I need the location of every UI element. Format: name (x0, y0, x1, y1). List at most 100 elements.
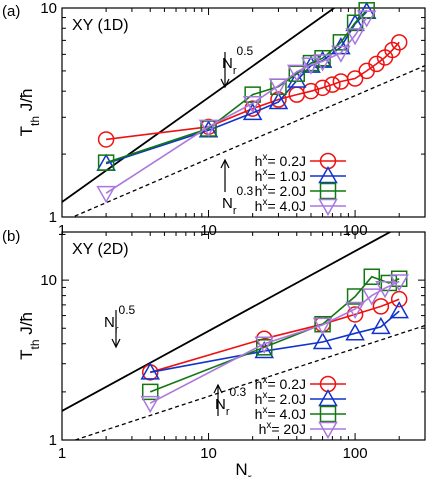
annotation-lo-arrowhead (220, 158, 230, 169)
power-law-line-0.3 (73, 324, 425, 440)
legend-entry: hx= 2.0J (255, 182, 306, 199)
series-4.0J (96, 10, 377, 204)
data-point (97, 131, 115, 148)
plot-frame (61, 7, 426, 218)
data-point (345, 28, 365, 46)
legend-marker (318, 388, 338, 407)
legend-entry: hx= 4.0J (255, 405, 306, 422)
series-1.0J (96, 1, 377, 171)
data-point (345, 323, 365, 341)
annotation-hi-label: Nr0.5 (222, 44, 254, 77)
series-line (105, 11, 368, 165)
x-tick-label: 10 (200, 222, 217, 239)
data-point (140, 395, 161, 414)
data-point (198, 119, 219, 137)
data-point (389, 274, 409, 292)
x-tick-label: 10 (200, 445, 217, 462)
legend-entry: hx= 20J (259, 420, 306, 437)
legend-marker (318, 165, 338, 184)
series-line (149, 280, 400, 404)
data-point (242, 102, 263, 121)
y-tick-label: 1 (49, 209, 57, 226)
data-point (96, 153, 116, 171)
power-law-line-0.3 (71, 65, 425, 217)
data-point (368, 55, 385, 73)
series-line (149, 298, 400, 374)
data-point (363, 268, 381, 285)
legend-marker (318, 421, 338, 440)
legend-entry: hx= 1.0J (255, 167, 306, 184)
data-point (331, 45, 351, 63)
data-point (97, 154, 115, 171)
x-tick-label: 100 (343, 445, 368, 462)
series-20J (140, 274, 409, 414)
data-point (301, 57, 321, 75)
x-tick-label: 1 (58, 222, 66, 239)
data-point (286, 70, 307, 88)
data-point (254, 336, 275, 354)
data-point (268, 91, 289, 110)
panel-b: 1 10 100 1 10 (b) XY (2D) Tth J/ħ Nr Nr0.5 Nr0.3 hx… (2, 228, 426, 477)
data-point (346, 306, 364, 323)
panel-label: (b) (2, 228, 20, 245)
data-point (375, 280, 395, 299)
series-line (149, 275, 400, 393)
x-axis-label: Nr (235, 460, 251, 477)
legend-marker (319, 405, 337, 423)
legend-entry: hx= 4.0J (255, 197, 306, 214)
data-point (312, 332, 333, 350)
annotation-lo-label: Nr0.3 (215, 385, 247, 418)
data-point (314, 315, 331, 333)
data-point (372, 298, 390, 315)
data-point (312, 317, 333, 335)
data-point (324, 76, 341, 93)
data-point (332, 34, 350, 51)
y-axis-label: Tth J/ħ (17, 89, 42, 137)
legend-entry: hx= 0.2J (255, 152, 306, 169)
data-point (371, 316, 391, 335)
data-point (244, 86, 261, 103)
data-point (346, 70, 364, 87)
panel-label: (a) (2, 3, 20, 20)
annotation-lo-label: Nr0.3 (222, 184, 254, 217)
data-point (345, 301, 365, 319)
annotation-hi-arrowhead (220, 78, 230, 89)
legend-entry: hx= 0.2J (255, 375, 306, 392)
power-law-line-0.5 (62, 232, 393, 412)
x-tick-label: 1 (58, 445, 66, 462)
data-point (141, 383, 159, 401)
annotation-hi-label: Nr0.5 (104, 303, 136, 336)
data-point (390, 290, 408, 308)
data-point (389, 301, 409, 319)
data-point (270, 91, 287, 108)
legend-entry: hx= 2.0J (255, 390, 306, 407)
data-point (286, 64, 307, 82)
annotation-hi-arrowhead (111, 338, 121, 349)
data-point (242, 96, 263, 114)
data-point (390, 34, 408, 51)
panel-title: XY (2D) (72, 241, 129, 258)
legend-marker (319, 182, 337, 200)
data-point (312, 54, 333, 72)
data-point (268, 78, 289, 96)
data-point (314, 79, 331, 97)
data-point (356, 10, 377, 28)
data-point (140, 362, 161, 380)
panel-title: XY (1D) (72, 17, 129, 34)
y-tick-label: 10 (40, 272, 57, 289)
y-axis-label: Tth J/ħ (17, 312, 42, 360)
y-tick-label: 10 (40, 0, 57, 17)
legend-marker (318, 198, 338, 217)
data-point (390, 270, 408, 288)
data-point (302, 82, 320, 100)
y-tick-label: 1 (49, 432, 57, 449)
data-point (254, 341, 275, 359)
data-point (96, 185, 116, 204)
series-2.0J (97, 2, 375, 171)
data-point (346, 288, 364, 305)
series-4.0J (141, 268, 408, 401)
plot-frame (61, 231, 426, 441)
data-point (244, 100, 261, 117)
